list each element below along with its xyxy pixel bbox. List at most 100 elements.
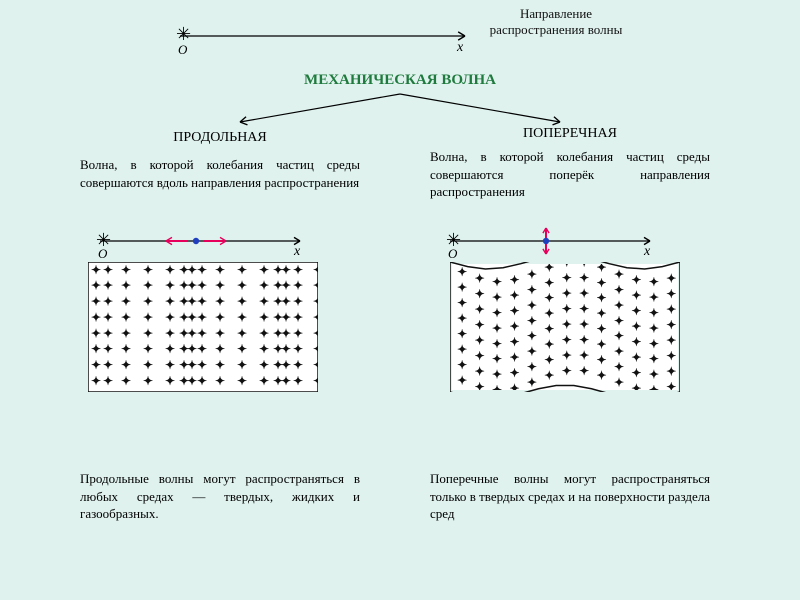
axis-direction-label: x <box>457 40 463 56</box>
svg-text:✦: ✦ <box>259 326 269 340</box>
svg-text:✦: ✦ <box>237 263 247 277</box>
svg-text:✦: ✦ <box>281 358 291 372</box>
svg-text:✦: ✦ <box>293 342 303 356</box>
svg-text:✦: ✦ <box>143 326 153 340</box>
svg-text:✦: ✦ <box>666 349 676 363</box>
svg-text:✦: ✦ <box>293 279 303 293</box>
svg-text:✦: ✦ <box>197 279 207 293</box>
transverse-definition: Волна, в которой колебания частиц среды … <box>430 148 710 201</box>
svg-text:✦: ✦ <box>631 289 641 303</box>
svg-text:✦: ✦ <box>666 364 676 378</box>
svg-text:✦: ✦ <box>509 351 519 365</box>
svg-text:✦: ✦ <box>457 342 467 356</box>
svg-text:✦: ✦ <box>121 342 131 356</box>
axis-origin-label: O <box>448 246 457 262</box>
propagation-caption: Направление распространения волны <box>486 6 626 37</box>
svg-text:✦: ✦ <box>597 338 607 352</box>
svg-text:✦: ✦ <box>259 295 269 309</box>
svg-text:✦: ✦ <box>259 310 269 324</box>
svg-text:✦: ✦ <box>103 295 113 309</box>
svg-text:✦: ✦ <box>215 374 225 388</box>
svg-text:✦: ✦ <box>313 374 318 388</box>
svg-text:✦: ✦ <box>562 364 572 378</box>
svg-text:✦: ✦ <box>614 283 624 297</box>
svg-text:✦: ✦ <box>562 348 572 362</box>
svg-text:✦: ✦ <box>544 353 554 367</box>
svg-text:✦: ✦ <box>597 307 607 321</box>
longitudinal-axis-diagram <box>100 226 310 256</box>
svg-text:✦: ✦ <box>527 283 537 297</box>
svg-text:✦: ✦ <box>631 304 641 318</box>
svg-text:✦: ✦ <box>165 358 175 372</box>
svg-text:✦: ✦ <box>509 304 519 318</box>
svg-text:✦: ✦ <box>457 280 467 294</box>
svg-text:✦: ✦ <box>562 302 572 316</box>
svg-text:✦: ✦ <box>165 295 175 309</box>
svg-text:✦: ✦ <box>91 358 101 372</box>
svg-text:✦: ✦ <box>492 290 502 304</box>
longitudinal-definition: Волна, в которой колебания частиц среды … <box>80 156 360 191</box>
svg-text:✦: ✦ <box>457 327 467 341</box>
svg-text:✦: ✦ <box>121 374 131 388</box>
svg-text:✦: ✦ <box>103 326 113 340</box>
transverse-axis-diagram <box>450 226 660 256</box>
svg-text:✦: ✦ <box>457 373 467 387</box>
svg-text:✦: ✦ <box>457 311 467 325</box>
svg-text:✦: ✦ <box>197 374 207 388</box>
svg-text:✦: ✦ <box>544 276 554 290</box>
axis-direction-label: x <box>294 244 300 260</box>
svg-text:✦: ✦ <box>313 279 318 293</box>
transverse-footer: Поперечные волны могут распространяться … <box>430 470 710 523</box>
svg-text:✦: ✦ <box>666 318 676 332</box>
svg-text:✦: ✦ <box>492 275 502 289</box>
axis-origin-label: O <box>178 42 187 58</box>
svg-text:✦: ✦ <box>313 310 318 324</box>
svg-text:✦: ✦ <box>121 279 131 293</box>
svg-text:✦: ✦ <box>281 374 291 388</box>
svg-text:✦: ✦ <box>293 310 303 324</box>
propagation-axis <box>180 30 475 42</box>
svg-text:✦: ✦ <box>281 326 291 340</box>
svg-text:✦: ✦ <box>165 310 175 324</box>
svg-text:✦: ✦ <box>649 352 659 366</box>
svg-text:✦: ✦ <box>597 353 607 367</box>
svg-text:✦: ✦ <box>614 376 624 390</box>
svg-text:✦: ✦ <box>103 279 113 293</box>
svg-text:✦: ✦ <box>215 342 225 356</box>
svg-text:✦: ✦ <box>614 329 624 343</box>
svg-text:✦: ✦ <box>562 271 572 285</box>
svg-text:✦: ✦ <box>197 358 207 372</box>
svg-text:✦: ✦ <box>475 364 485 378</box>
svg-text:✦: ✦ <box>259 358 269 372</box>
branch-arrows <box>200 92 600 126</box>
axis-direction-label: x <box>644 244 650 260</box>
svg-text:✦: ✦ <box>143 279 153 293</box>
svg-text:✦: ✦ <box>614 314 624 328</box>
svg-text:✦: ✦ <box>165 374 175 388</box>
svg-text:✦: ✦ <box>544 338 554 352</box>
svg-text:✦: ✦ <box>492 337 502 351</box>
svg-text:✦: ✦ <box>649 306 659 320</box>
svg-text:✦: ✦ <box>143 358 153 372</box>
svg-text:✦: ✦ <box>187 326 197 340</box>
page-title: МЕХАНИЧЕСКАЯ ВОЛНА <box>0 72 800 89</box>
svg-text:✦: ✦ <box>666 287 676 301</box>
svg-text:✦: ✦ <box>237 374 247 388</box>
svg-text:✦: ✦ <box>91 310 101 324</box>
svg-text:✦: ✦ <box>597 369 607 383</box>
svg-text:✦: ✦ <box>544 291 554 305</box>
svg-text:✦: ✦ <box>597 276 607 290</box>
svg-text:✦: ✦ <box>313 358 318 372</box>
svg-text:✦: ✦ <box>215 263 225 277</box>
svg-text:✦: ✦ <box>237 358 247 372</box>
svg-text:✦: ✦ <box>579 287 589 301</box>
svg-text:✦: ✦ <box>215 326 225 340</box>
svg-text:✦: ✦ <box>91 263 101 277</box>
longitudinal-footer: Продольные волны могут распространяться … <box>80 470 360 523</box>
svg-text:✦: ✦ <box>187 310 197 324</box>
svg-text:✦: ✦ <box>103 374 113 388</box>
svg-text:✦: ✦ <box>91 342 101 356</box>
svg-text:✦: ✦ <box>103 263 113 277</box>
svg-text:✦: ✦ <box>579 348 589 362</box>
svg-text:✦: ✦ <box>313 326 318 340</box>
